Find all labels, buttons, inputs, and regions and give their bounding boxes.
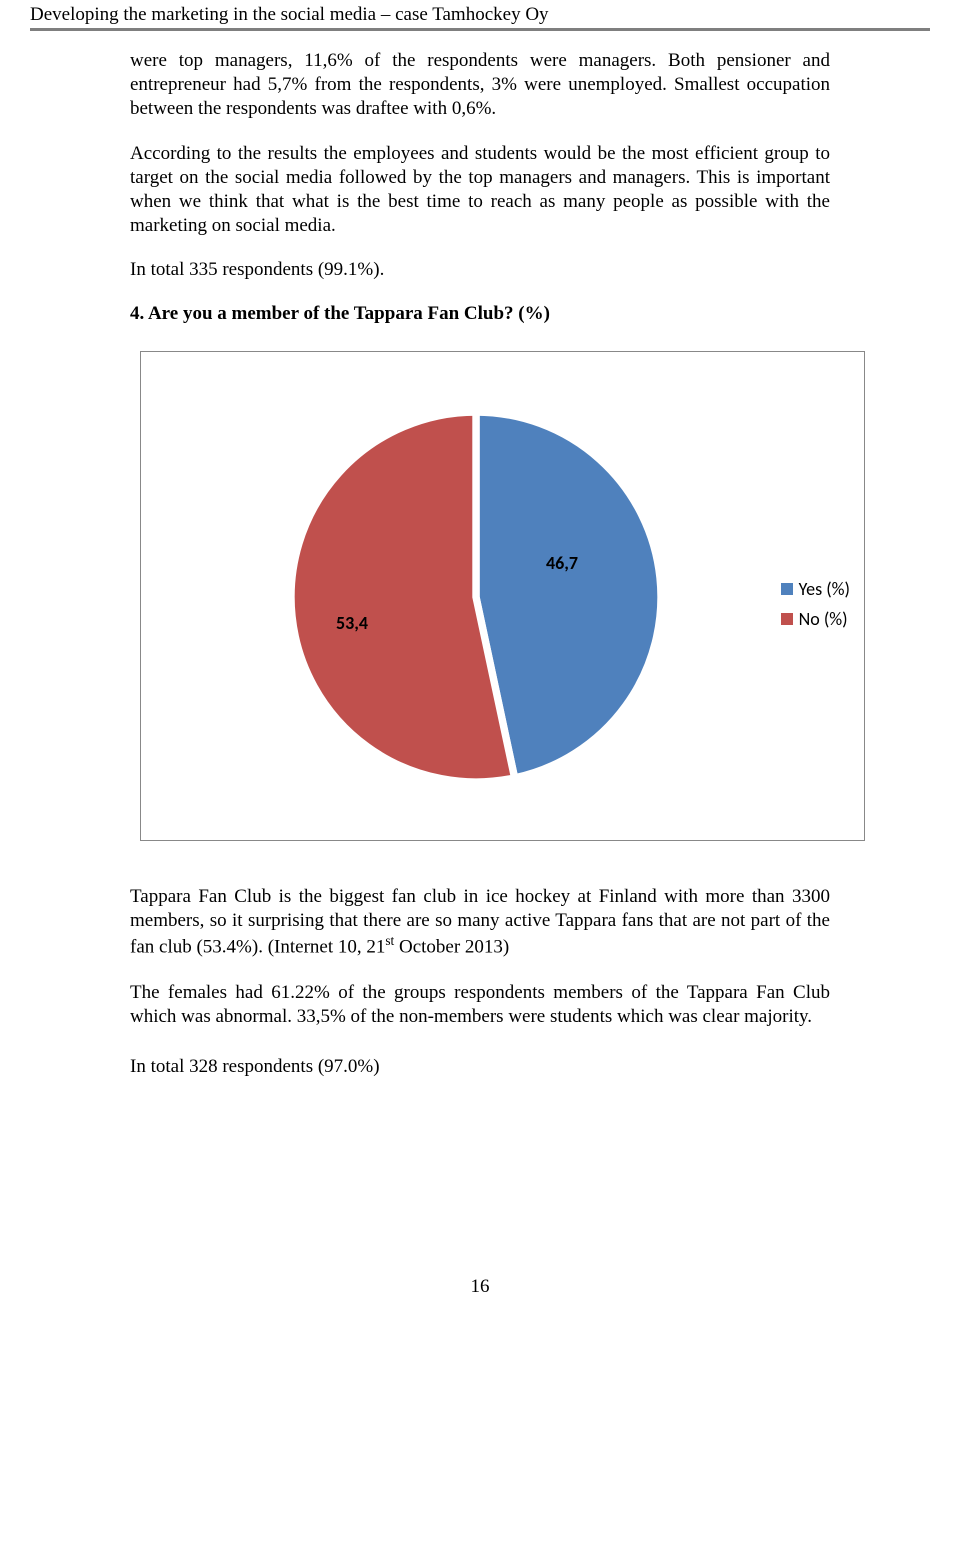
page-content: were top managers, 11,6% of the responde…: [0, 31, 960, 1314]
page-number: 16: [130, 1276, 830, 1314]
paragraph-5: The females had 61.22% of the groups res…: [130, 981, 830, 1029]
legend-item: No (%): [781, 608, 850, 630]
paragraph-3: In total 335 respondents (99.1%).: [130, 259, 830, 281]
legend-label: No (%): [799, 608, 848, 630]
running-header-text: Developing the marketing in the social m…: [30, 4, 549, 25]
pie-chart-container: 46,7 53,4 Yes (%) No (%): [140, 351, 865, 841]
paragraph-6: In total 328 respondents (97.0%): [130, 1056, 830, 1078]
legend-label: Yes (%): [799, 578, 850, 600]
running-header: Developing the marketing in the social m…: [0, 0, 960, 26]
legend-swatch: [781, 583, 793, 595]
question-4-heading: 4. Are you a member of the Tappara Fan C…: [130, 303, 830, 325]
legend-item: Yes (%): [781, 578, 850, 600]
paragraph-4b: October 2013): [394, 936, 509, 957]
pie-slice-label: 53,4: [336, 612, 368, 634]
paragraph-4-sup: st: [385, 933, 394, 948]
paragraph-4: Tappara Fan Club is the biggest fan club…: [130, 885, 830, 959]
paragraph-2: According to the results the employees a…: [130, 142, 830, 237]
paragraph-1: were top managers, 11,6% of the responde…: [130, 49, 830, 120]
chart-legend: Yes (%) No (%): [781, 578, 850, 638]
legend-swatch: [781, 613, 793, 625]
pie-chart: 46,7 53,4: [291, 412, 661, 782]
pie-slice-label: 46,7: [546, 552, 578, 574]
pie-svg: [291, 412, 661, 782]
